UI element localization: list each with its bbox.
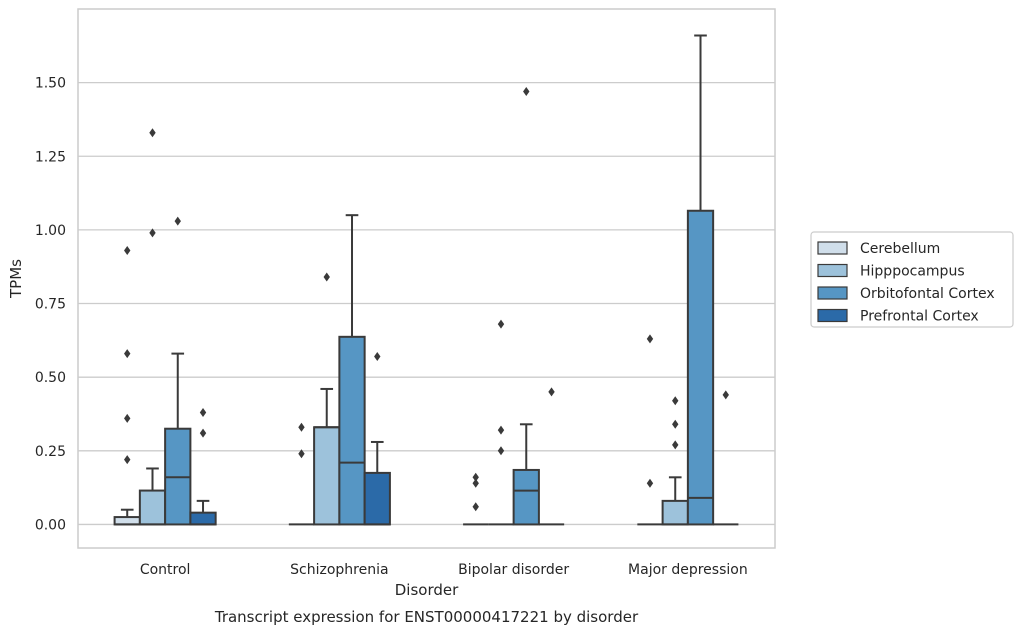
legend-label: Hipppocampus [860,264,965,280]
box-body [686,209,715,526]
box-prefrontal-cortex [713,390,739,526]
legend-label: Prefrontal Cortex [860,309,979,325]
outlier-point [472,472,479,482]
y-tick-label: 1.00 [35,223,66,239]
legend-label: Cerebellum [860,241,940,257]
legend-frame [810,231,1014,328]
outlier-point [646,334,654,344]
outlier-point [199,428,207,438]
outlier-point [124,413,131,423]
x-tick-label: Bipolar disorder [458,562,569,578]
box-body [661,499,689,526]
outlier-point [472,502,479,512]
legend-item: Orbitofontal Cortex [817,286,995,302]
outlier-point [124,349,131,359]
box-body [338,335,366,526]
legend-swatch [817,263,848,278]
box-cerebellum [637,334,663,526]
box-body [138,489,167,526]
outlier-point [722,390,729,400]
chart-caption: Transcript expression for ENST0000041722… [214,608,639,626]
x-axis-label: Disorder [395,581,459,599]
outlier-point [672,440,679,450]
outlier-point [548,387,555,397]
outlier-point [646,478,654,488]
box-hipppocampus [138,128,167,526]
y-tick-label: 1.25 [35,149,66,165]
outlier-point [497,446,505,456]
outlier-point [672,396,679,406]
legend-swatch [817,241,848,255]
x-axis-ticks: Control Schizophrenia Bipolar disorder Majo… [140,562,748,578]
y-tick-label: 0.00 [35,517,66,533]
box-cerebellum [288,422,315,526]
outlier-point [199,408,207,418]
y-tick-label: 1.50 [35,76,66,92]
outlier-point [323,272,330,282]
legend-label: Orbitofontal Cortex [860,286,995,302]
outlier-point [497,319,505,329]
outlier-point [672,419,679,429]
box-orbitofontal-cortex [338,214,366,526]
outlier-point [497,425,505,435]
outlier-point [149,128,156,138]
y-axis-label: TPMs [7,259,25,299]
legend-item: Prefrontal Cortex [817,308,979,325]
y-tick-label: 0.75 [35,297,66,313]
legend: Cerebellum Hipppocampus Orbitofontal Corte… [810,231,1014,328]
y-axis-ticks: 0.00 0.25 0.50 0.75 1.00 1.25 1.50 [35,76,66,534]
outlier-point [174,216,181,226]
box-orbitofontal-cortex [686,34,715,526]
outlier-point [472,478,479,488]
legend-item: Hipppocampus [817,263,965,280]
y-tick-label: 0.25 [35,444,66,460]
x-tick-label: Schizophrenia [290,562,388,578]
outlier-point [124,246,131,256]
box-body [313,426,341,526]
box-prefrontal-cortex [189,408,217,526]
box-body [189,511,217,526]
box-hipppocampus [661,396,689,526]
outlier-point [149,228,156,238]
gridlines [78,81,775,526]
box-orbitofontal-cortex [164,216,192,526]
outlier-point [523,86,530,96]
legend-item: Cerebellum [817,241,940,257]
outlier-point [298,449,305,459]
outlier-point [374,352,381,362]
outlier-point [298,422,305,432]
boxes [113,34,739,526]
x-tick-label: Major depression [628,562,748,578]
box-body [512,468,540,526]
box-cerebellum [463,472,489,526]
box-body [113,516,141,526]
outlier-point [124,455,131,465]
box-hipppocampus [313,272,341,526]
plot-area-frame [77,8,776,549]
box-prefrontal-cortex [363,352,391,526]
x-tick-label: Control [140,562,191,578]
box-orbitofontal-cortex [512,86,540,526]
y-tick-label: 0.50 [35,370,66,386]
box-hipppocampus [488,319,514,526]
box-prefrontal-cortex [538,387,565,526]
box-body [363,471,391,526]
box-cerebellum [113,246,141,526]
legend-swatch [817,308,848,323]
legend-swatch [817,286,848,300]
